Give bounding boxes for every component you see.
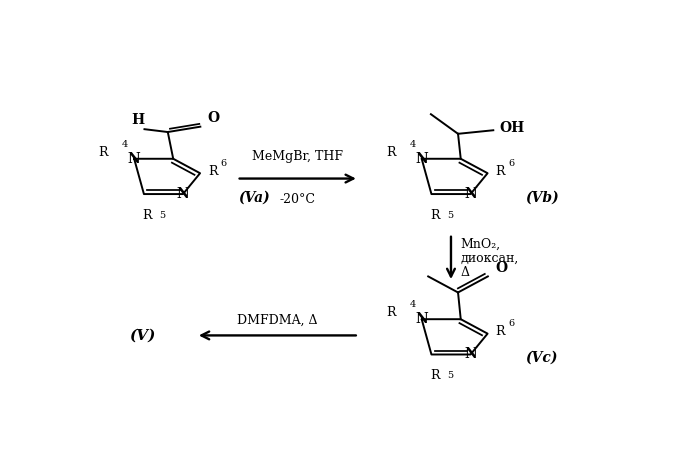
Text: R: R (386, 146, 395, 159)
Text: 4: 4 (410, 300, 416, 309)
Text: MeMgBr, THF: MeMgBr, THF (252, 150, 343, 163)
Text: R: R (430, 369, 440, 382)
Text: 4: 4 (122, 140, 129, 149)
Text: N: N (176, 187, 190, 201)
Text: R: R (99, 146, 108, 159)
Text: 4: 4 (410, 140, 416, 149)
Text: O: O (495, 261, 507, 275)
Text: 6: 6 (220, 159, 227, 168)
Text: R: R (208, 165, 218, 178)
Text: O: O (207, 111, 220, 125)
Text: -20°C: -20°C (280, 193, 316, 206)
Text: N: N (415, 152, 428, 166)
Text: OH: OH (500, 121, 525, 136)
Text: (V): (V) (129, 328, 155, 343)
Text: N: N (415, 312, 428, 326)
Text: 5: 5 (447, 371, 454, 380)
Text: R: R (430, 209, 440, 222)
Text: 5: 5 (447, 211, 454, 220)
Text: (Va): (Va) (238, 191, 270, 205)
Text: 6: 6 (508, 159, 514, 168)
Text: MnO₂,: MnO₂, (461, 238, 501, 250)
Text: (Vb): (Vb) (526, 191, 559, 205)
Text: R: R (386, 307, 395, 319)
Text: DMFDMA, Δ: DMFDMA, Δ (237, 313, 318, 326)
Text: 6: 6 (508, 319, 514, 328)
Text: N: N (464, 348, 477, 362)
Text: N: N (128, 152, 141, 166)
Text: 5: 5 (160, 211, 166, 220)
Text: диоксан,: диоксан, (461, 252, 519, 265)
Text: R: R (142, 209, 152, 222)
Text: H: H (132, 113, 144, 127)
Text: R: R (496, 325, 505, 338)
Text: Δ: Δ (461, 266, 470, 279)
Text: (Vc): (Vc) (526, 351, 558, 365)
Text: N: N (464, 187, 477, 201)
Text: R: R (496, 165, 505, 178)
